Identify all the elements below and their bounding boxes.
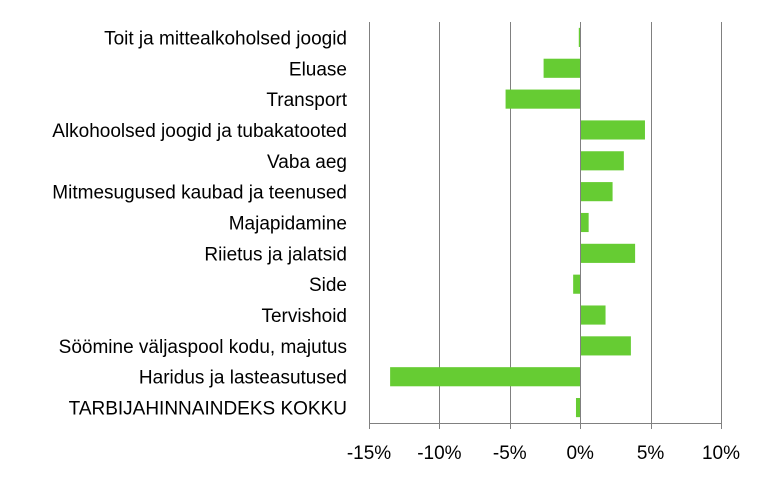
bar <box>580 336 631 356</box>
category-labels: Toit ja mittealkoholsed joogid Eluase Tran… <box>52 28 347 419</box>
tick-labels: -15% -10% -5% 0% 5% 10% <box>347 443 740 464</box>
category-label: Tervishoid <box>261 306 347 327</box>
bar <box>580 120 645 140</box>
category-label: Vaba aeg <box>267 152 347 173</box>
bar <box>578 27 581 47</box>
category-label: Riietus ja jalatsid <box>204 244 347 265</box>
x-tick-label: -15% <box>347 443 391 464</box>
x-tick-label: 0% <box>566 443 594 464</box>
x-tick-label: 5% <box>637 443 665 464</box>
bar <box>580 305 606 325</box>
bar <box>580 212 589 233</box>
category-label: Majapidamine <box>229 214 347 235</box>
category-label: Söömine väljaspool kodu, majutus <box>59 337 347 358</box>
axis-layer <box>369 22 722 429</box>
category-label: Mitmesugused kaubad ja teenused <box>52 183 347 204</box>
bar <box>543 58 581 78</box>
bar <box>580 151 624 171</box>
bar <box>575 398 581 418</box>
category-label: Transport <box>266 90 347 111</box>
bar <box>390 367 581 387</box>
category-label: TARBIJAHINNAINDEKS KOKKU <box>69 399 347 420</box>
grid-layer <box>369 22 722 423</box>
category-label: Alkohoolsed joogid ja tubakatooted <box>52 121 347 142</box>
category-label: Toit ja mittealkoholsed joogid <box>104 28 347 49</box>
bar <box>580 243 636 263</box>
bar <box>580 182 613 202</box>
x-tick-label: -10% <box>417 443 461 464</box>
category-label: Side <box>309 275 347 296</box>
category-label: Haridus ja lasteasutused <box>139 368 347 389</box>
category-label: Eluase <box>289 59 347 80</box>
bar <box>505 89 581 109</box>
x-tick-label: -5% <box>493 443 527 464</box>
bar-layer <box>390 27 645 418</box>
x-tick-label: 10% <box>702 443 740 464</box>
bar <box>573 274 581 294</box>
